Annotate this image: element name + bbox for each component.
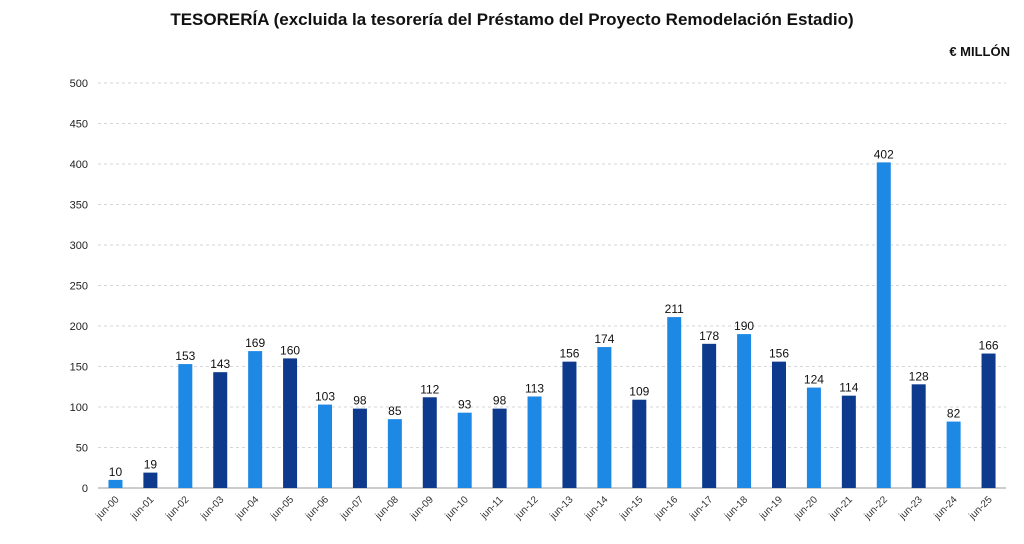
bar bbox=[352, 408, 367, 488]
bar bbox=[876, 162, 891, 488]
x-tick-label: jun-18 bbox=[722, 494, 750, 522]
x-tick-label: jun-00 bbox=[93, 494, 121, 522]
x-tick-label: jun-09 bbox=[408, 494, 436, 522]
x-tick-label: jun-05 bbox=[268, 494, 296, 522]
bar bbox=[178, 364, 193, 488]
bar bbox=[283, 358, 298, 488]
unit-label: € MILLÓN bbox=[949, 44, 1010, 59]
y-axis-ticks: 0 50 100 150 200 250 300 350 400 450 500 bbox=[70, 78, 88, 495]
x-tick-label: jun-23 bbox=[897, 494, 925, 522]
data-label: 93 bbox=[458, 398, 472, 412]
x-tick-label: jun-15 bbox=[617, 494, 645, 522]
y-tick-label: 150 bbox=[70, 362, 88, 374]
data-label: 82 bbox=[947, 407, 961, 421]
data-label: 174 bbox=[594, 332, 614, 346]
bar bbox=[806, 387, 821, 488]
data-label: 10 bbox=[109, 465, 123, 479]
data-label: 109 bbox=[629, 385, 649, 399]
x-tick-label: jun-01 bbox=[128, 494, 156, 522]
y-tick-label: 350 bbox=[70, 200, 88, 212]
bar bbox=[597, 347, 612, 488]
bar bbox=[702, 343, 717, 488]
x-tick-label: jun-11 bbox=[478, 494, 506, 522]
y-tick-label: 300 bbox=[70, 240, 88, 252]
x-axis-ticks: jun-00 jun-01 jun-02 jun-03 jun-04 jun-05 jun-… bbox=[93, 494, 995, 522]
bar bbox=[562, 361, 577, 488]
y-tick-label: 450 bbox=[70, 119, 88, 131]
data-label: 128 bbox=[909, 369, 929, 383]
data-label: 160 bbox=[280, 343, 300, 357]
x-tick-label: jun-16 bbox=[652, 494, 680, 522]
data-label: 143 bbox=[210, 357, 230, 371]
x-tick-label: jun-03 bbox=[198, 494, 226, 522]
x-tick-label: jun-25 bbox=[967, 494, 995, 522]
bar bbox=[387, 419, 402, 488]
bar bbox=[143, 472, 158, 488]
bar bbox=[911, 384, 926, 488]
bar bbox=[318, 404, 332, 488]
data-label: 19 bbox=[144, 458, 158, 472]
x-tick-label: jun-14 bbox=[582, 494, 610, 522]
x-tick-label: jun-02 bbox=[163, 494, 191, 522]
data-label: 103 bbox=[315, 390, 335, 404]
data-label: 156 bbox=[769, 347, 789, 361]
bar bbox=[457, 412, 472, 488]
bar bbox=[946, 421, 961, 488]
data-label: 156 bbox=[559, 347, 579, 361]
x-tick-label: jun-13 bbox=[547, 494, 575, 522]
y-tick-label: 400 bbox=[70, 159, 88, 171]
x-tick-label: jun-20 bbox=[792, 494, 820, 522]
y-tick-label: 500 bbox=[70, 78, 88, 90]
data-label: 402 bbox=[874, 147, 894, 161]
data-label: 169 bbox=[245, 336, 265, 350]
bar bbox=[737, 334, 752, 488]
x-tick-label: jun-06 bbox=[303, 494, 331, 522]
data-label: 178 bbox=[699, 329, 719, 343]
x-tick-label: jun-07 bbox=[338, 494, 366, 522]
data-label: 211 bbox=[665, 302, 684, 316]
data-label: 113 bbox=[525, 381, 544, 395]
bar bbox=[841, 395, 856, 488]
data-label: 166 bbox=[979, 339, 999, 353]
bar bbox=[422, 397, 437, 488]
data-label: 153 bbox=[175, 349, 195, 363]
data-label: 190 bbox=[734, 319, 754, 333]
bar bbox=[213, 372, 228, 488]
data-label: 112 bbox=[420, 382, 439, 396]
y-tick-label: 50 bbox=[76, 443, 88, 455]
bar bbox=[248, 351, 263, 488]
bar bbox=[108, 479, 123, 488]
x-tick-label: jun-17 bbox=[687, 494, 715, 522]
x-tick-label: jun-22 bbox=[862, 494, 890, 522]
bar bbox=[667, 317, 682, 488]
data-label: 85 bbox=[388, 404, 402, 418]
data-label: 114 bbox=[839, 381, 858, 395]
data-labels: 10 19 153 143 169 160 103 98 85 112 93 98 113 156 174 1… bbox=[109, 147, 999, 479]
x-tick-label: jun-12 bbox=[513, 494, 541, 522]
y-tick-label: 200 bbox=[70, 321, 88, 333]
bar bbox=[632, 399, 647, 488]
x-tick-label: jun-10 bbox=[443, 494, 471, 522]
y-tick-label: 100 bbox=[70, 402, 88, 414]
x-tick-label: jun-04 bbox=[233, 494, 261, 522]
x-tick-label: jun-19 bbox=[757, 494, 785, 522]
x-tick-label: jun-08 bbox=[373, 494, 401, 522]
data-label: 98 bbox=[493, 394, 507, 408]
x-tick-label: jun-24 bbox=[932, 494, 960, 522]
y-tick-label: 250 bbox=[70, 281, 88, 293]
data-label: 98 bbox=[353, 394, 367, 408]
data-label: 124 bbox=[804, 373, 824, 387]
chart-title: TESORERÍA (excluida la tesorería del Pré… bbox=[170, 10, 854, 29]
bars bbox=[108, 162, 996, 488]
gridlines bbox=[98, 82, 1006, 448]
y-tick-label: 0 bbox=[82, 483, 88, 495]
bar bbox=[772, 361, 786, 488]
bar bbox=[981, 353, 996, 488]
bar bbox=[527, 396, 542, 488]
bar bbox=[492, 408, 507, 488]
x-tick-label: jun-21 bbox=[827, 494, 855, 522]
